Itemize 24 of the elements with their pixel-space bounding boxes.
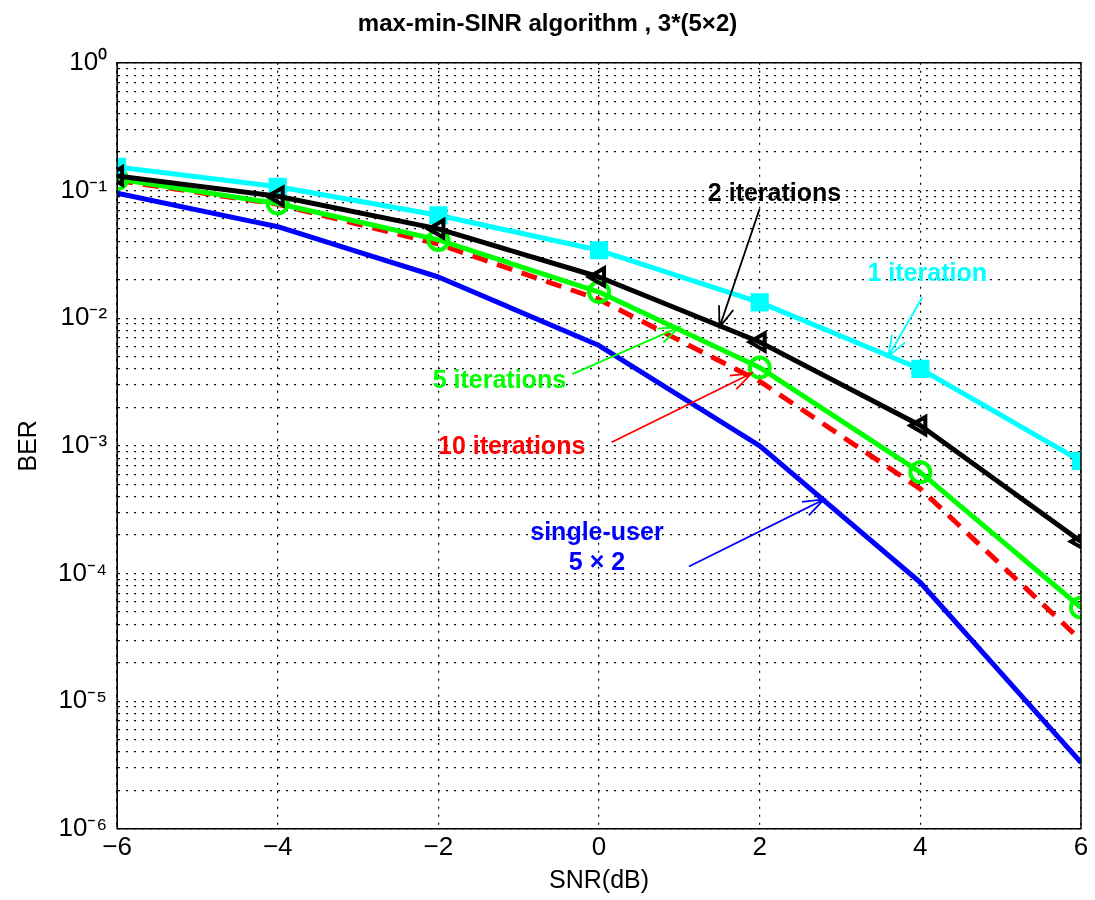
y-tick-label: 10⁻¹	[60, 173, 108, 204]
annotation: 1 iteration	[867, 258, 987, 287]
y-tick-label: 10⁻²	[60, 301, 108, 332]
x-tick-label: −4	[262, 830, 293, 861]
y-tick-label: 10⁻⁴	[58, 556, 108, 587]
annotation: 5 iterations	[432, 365, 567, 394]
y-axis-title: BER	[12, 420, 41, 472]
annotation: 2 iterations	[707, 178, 842, 207]
point	[747, 331, 767, 353]
x-tick-label: 2	[752, 830, 767, 861]
x-tick-label: 0	[591, 830, 607, 861]
x-tick-label: −2	[423, 830, 454, 861]
y-tick-label: 10⁻³	[60, 428, 108, 459]
x-tick-label: 6	[1073, 830, 1089, 861]
chart-title: max-min-SINR algorithm , 3*(5×2)	[357, 9, 738, 37]
y-tick-label: 10⁰	[69, 45, 108, 76]
x-axis-title: SNR(dB)	[549, 864, 650, 893]
annotation: single-user 5 × 2	[530, 517, 664, 576]
y-tick-label: 10⁻⁵	[58, 684, 108, 715]
point	[908, 414, 928, 437]
point	[587, 266, 607, 288]
x-tick-label: 4	[913, 830, 928, 861]
annotation: 10 iterations	[438, 431, 586, 460]
point	[589, 241, 609, 260]
